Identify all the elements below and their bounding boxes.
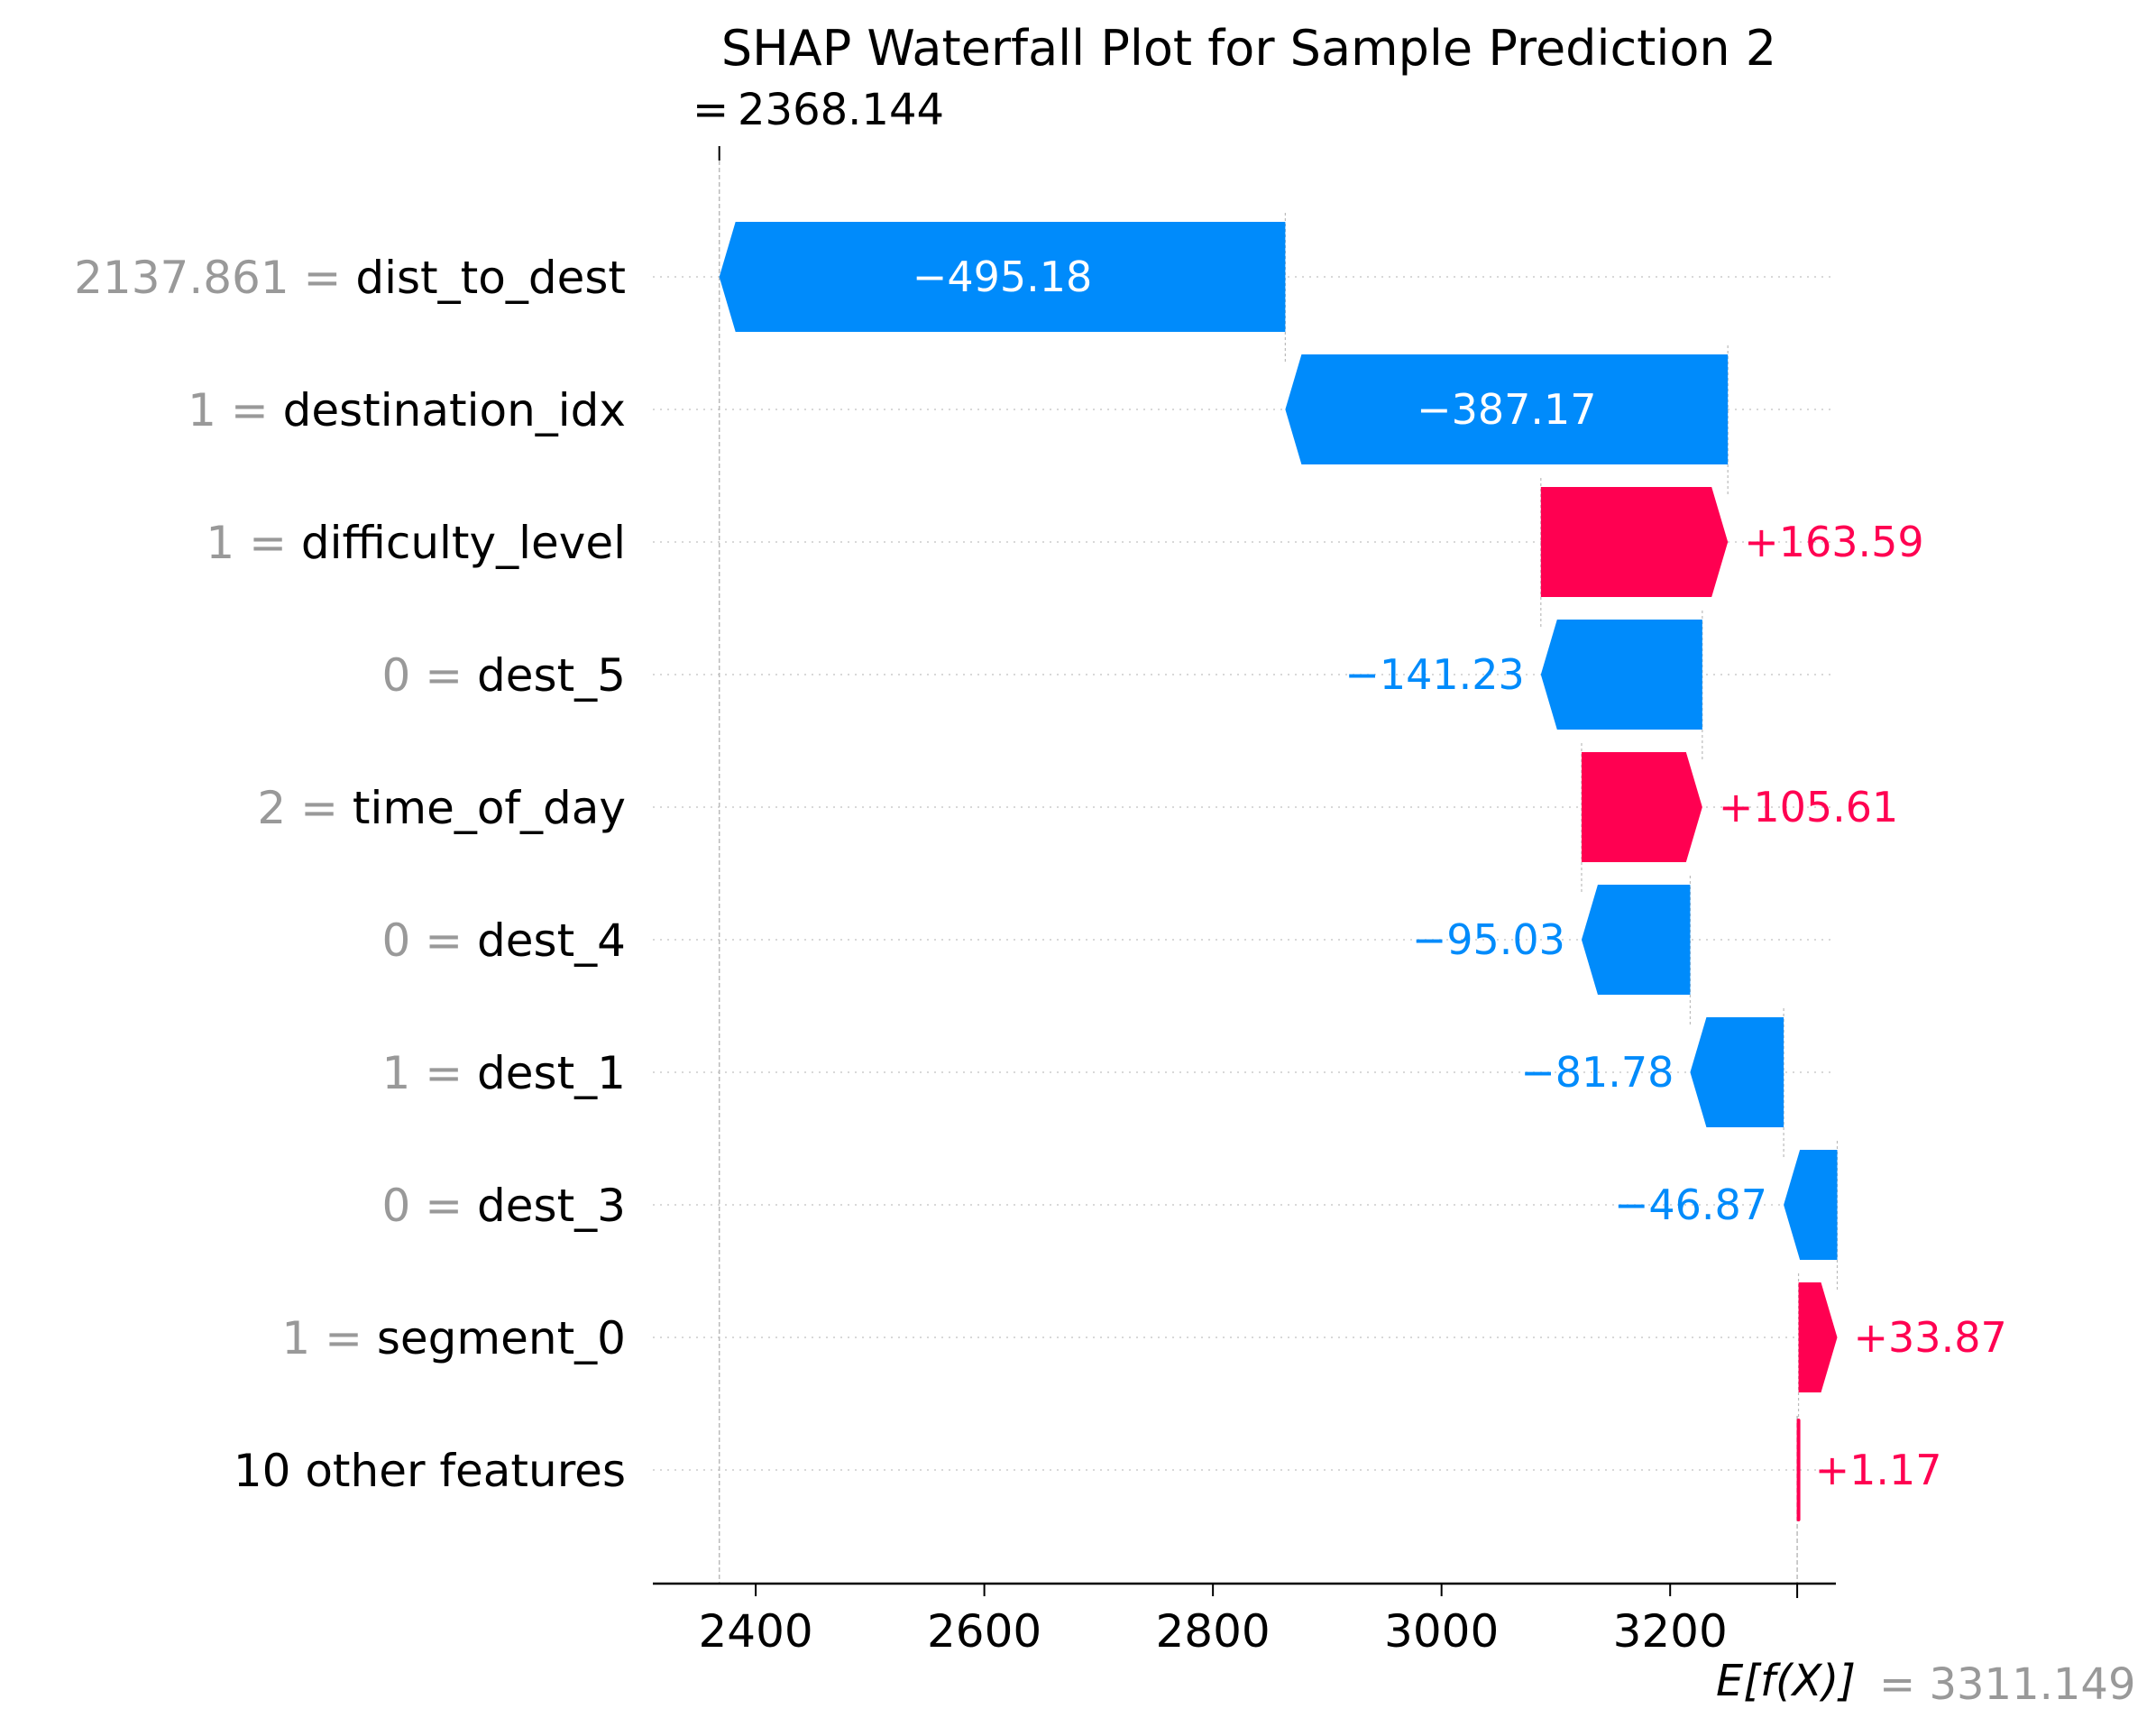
x-tick-label: 2400 xyxy=(698,1605,812,1658)
output-value: 2368.144 xyxy=(738,85,944,135)
bar-value-labels: −495.18 −387.17 +163.59 −141.23 +105.61 −95.0… xyxy=(913,253,2007,1494)
bar-dest_3 xyxy=(1784,1150,1838,1260)
base-value-text: = 3311.149 xyxy=(1879,1659,2136,1710)
output-value-annotation: = 2368.144 xyxy=(693,85,944,161)
base-value-label: E[f(X)] xyxy=(1716,1656,1856,1706)
bar-time_of_day xyxy=(1581,752,1702,862)
feature-label: 1 = difficulty_level xyxy=(206,517,626,569)
feature-label: 10 other features xyxy=(234,1445,626,1497)
x-axis: 2400 2600 2800 3000 3200 xyxy=(653,1582,1836,1658)
bar-dest_5 xyxy=(1540,620,1702,730)
bar-destination_idx xyxy=(1285,354,1729,464)
bar-dist_to_dest xyxy=(719,222,1286,332)
feature-label: 2137.861 = dist_to_dest xyxy=(74,252,626,304)
feature-label: 1 = destination_idx xyxy=(188,384,626,436)
bar-value-label: +1.17 xyxy=(1815,1446,1942,1494)
feature-label: 0 = dest_4 xyxy=(382,914,626,967)
bar-value-label: −95.03 xyxy=(1412,915,1565,964)
bar-value-label: +33.87 xyxy=(1854,1313,2007,1362)
bar-dest_4 xyxy=(1581,885,1691,995)
x-tick-label: 3000 xyxy=(1384,1605,1499,1658)
feature-label: 2 = time_of_day xyxy=(257,782,626,834)
chart-title: SHAP Waterfall Plot for Sample Predictio… xyxy=(721,20,1776,77)
feature-labels: 2137.861 = dist_to_dest 1 = destination_i… xyxy=(74,252,626,1497)
bar-value-label: −46.87 xyxy=(1614,1180,1767,1229)
bar-dest_1 xyxy=(1690,1017,1784,1127)
bars xyxy=(719,222,1838,1521)
base-value-annotation: E[f(X)] = 3311.149 xyxy=(1716,1656,2136,1710)
bar-segment_0 xyxy=(1798,1282,1838,1392)
feature-label: 0 = dest_5 xyxy=(382,649,626,702)
feature-label: 1 = segment_0 xyxy=(281,1312,626,1364)
x-tick-label: 2600 xyxy=(927,1605,1041,1658)
bar-value-label: −141.23 xyxy=(1344,650,1525,699)
output-equals-sign: = xyxy=(693,85,729,135)
bar-value-label: +163.59 xyxy=(1744,518,1924,566)
bar-difficulty_level xyxy=(1540,487,1729,597)
x-tick-label: 3200 xyxy=(1613,1605,1728,1658)
connector-lines xyxy=(718,146,1839,1584)
bar-value-label: +105.61 xyxy=(1719,783,1899,831)
feature-label: 1 = dest_1 xyxy=(382,1047,626,1099)
x-tick-label: 2800 xyxy=(1156,1605,1271,1658)
feature-label: 0 = dest_3 xyxy=(382,1180,626,1232)
bar-value-label: −495.18 xyxy=(913,253,1093,301)
bar-value-label: −81.78 xyxy=(1520,1048,1674,1097)
bar-value-label: −387.17 xyxy=(1417,385,1597,434)
